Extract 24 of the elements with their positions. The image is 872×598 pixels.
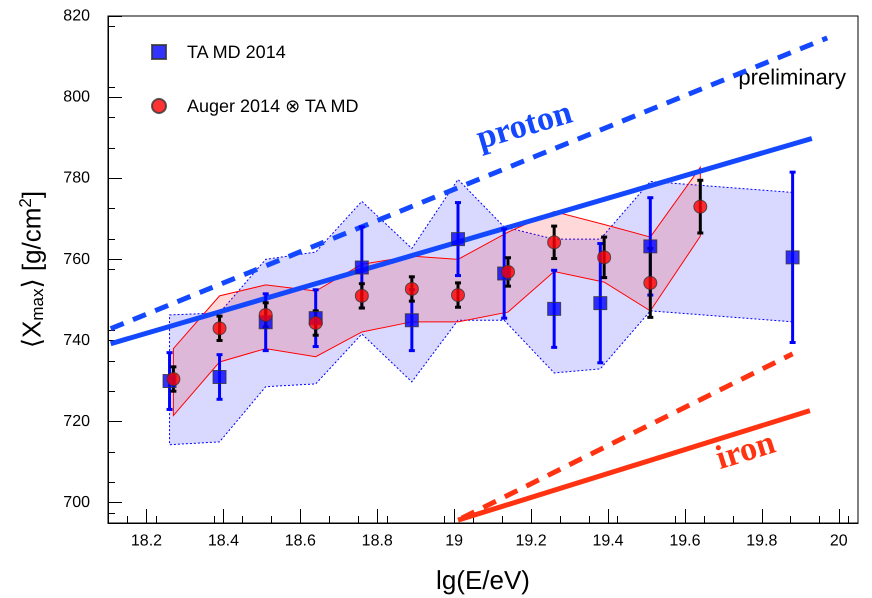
x-tick-label: 20 bbox=[830, 532, 848, 550]
annotation: proton bbox=[472, 94, 576, 157]
x-tick-label: 19.2 bbox=[516, 532, 547, 550]
y-tick-label: 720 bbox=[63, 413, 90, 430]
y-tick-label: 740 bbox=[63, 332, 90, 349]
x-axis-title: lg(E/eV) bbox=[436, 565, 530, 595]
y-tick-label: 760 bbox=[63, 250, 90, 268]
y-tick-label: 700 bbox=[63, 494, 90, 512]
legend-label: TA MD 2014 bbox=[187, 42, 286, 62]
x-tick-label: 18.4 bbox=[208, 532, 240, 550]
annotation: preliminary bbox=[738, 64, 846, 90]
x-tick-label: 19 bbox=[445, 532, 464, 550]
y-tick-label: 780 bbox=[63, 170, 90, 187]
x-tick-label: 18.6 bbox=[284, 532, 316, 550]
annotation: iron bbox=[711, 424, 780, 477]
x-tick-label: 19.8 bbox=[746, 532, 778, 550]
x-tick-label: 19.4 bbox=[592, 532, 624, 550]
y-tick-label: 820 bbox=[63, 8, 90, 24]
y-tick-label: 800 bbox=[63, 88, 90, 106]
x-tick-label: 18.2 bbox=[130, 532, 162, 550]
x-tick-label: 19.6 bbox=[669, 532, 701, 550]
y-axis-title: ⟨Xmax⟩ [g/cm2] bbox=[16, 190, 47, 348]
x-tick-label: 18.8 bbox=[362, 532, 393, 550]
legend-label: Auger 2014 ⊗ TA MD bbox=[187, 96, 359, 116]
